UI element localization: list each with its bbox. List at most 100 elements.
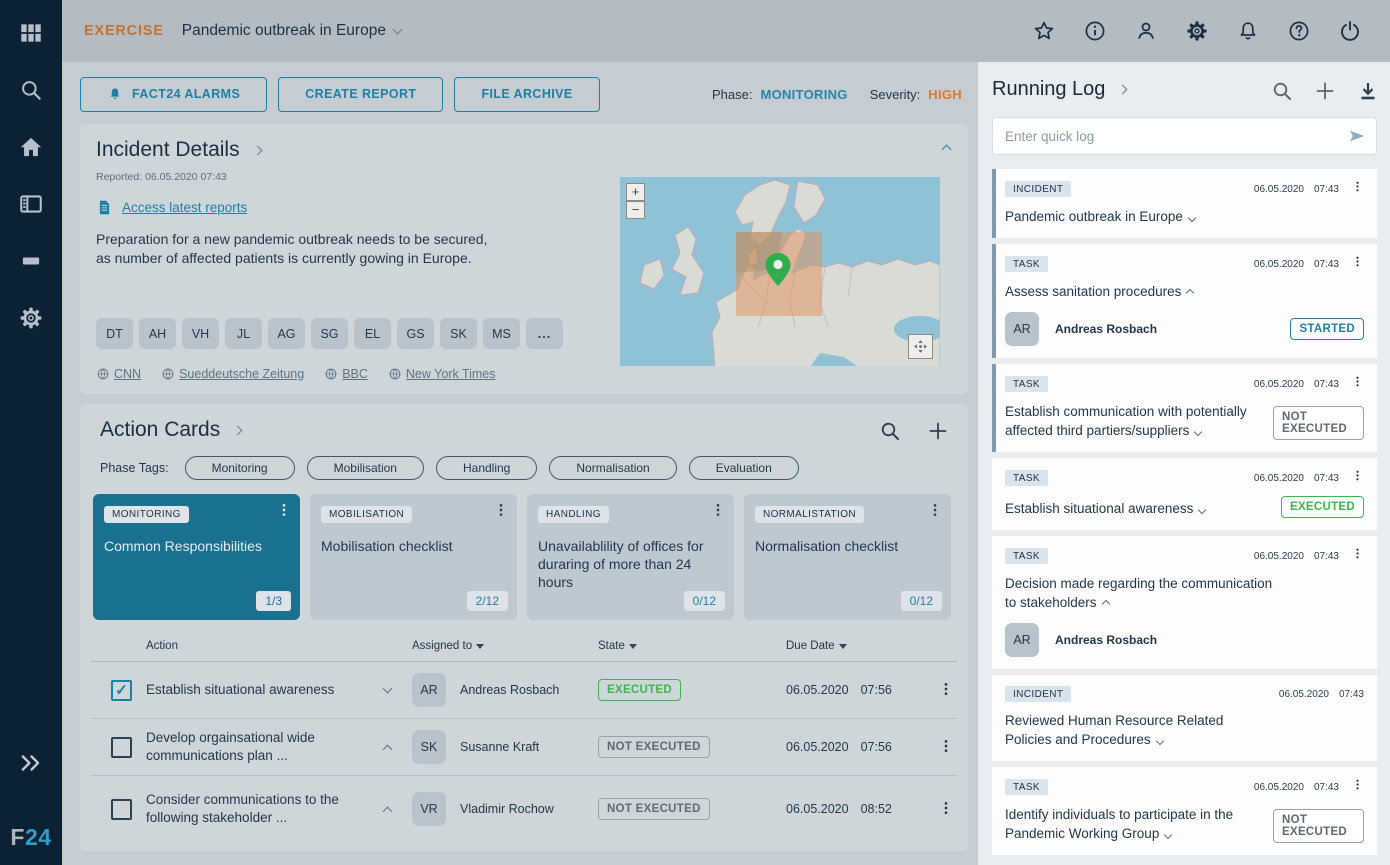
log-entry[interactable]: TASK 06.05.2020 07:43 Establish situation… <box>992 458 1377 530</box>
log-entry[interactable]: INCIDENT 06.05.2020 07:43 Reviewed Human … <box>992 675 1377 761</box>
apps-grid-icon[interactable] <box>16 18 46 48</box>
home-icon[interactable] <box>16 132 46 162</box>
news-link-cnn[interactable]: CNN <box>96 367 141 381</box>
news-link-sueddeutsche[interactable]: Sueddeutsche Zeitung <box>161 367 304 381</box>
phase-severity: Phase: MONITORING Severity: HIGH <box>712 87 968 102</box>
avatar[interactable]: VH <box>182 318 219 349</box>
kebab-menu-icon[interactable] <box>1351 469 1364 487</box>
star-icon[interactable] <box>1032 19 1056 43</box>
actions-table: Action Assigned to State Due Date ✓ Esta… <box>91 640 957 842</box>
phase-tag-normalisation[interactable]: Normalisation <box>549 456 677 480</box>
log-entry[interactable]: TASK 06.05.2020 07:43 Establish communica… <box>992 364 1377 452</box>
row-checkbox[interactable] <box>111 736 132 758</box>
zoom-out-button[interactable]: − <box>626 201 645 219</box>
avatar[interactable]: DT <box>96 318 133 349</box>
access-reports-link[interactable]: Access latest reports <box>96 199 952 216</box>
log-entry[interactable]: TASK 06.05.2020 07:43 Decision made regar… <box>992 536 1377 669</box>
action-card[interactable]: MONITORING Common Responsibilities 1/3 <box>93 494 300 620</box>
action-text: Establish situational awareness <box>146 682 335 697</box>
user-icon[interactable] <box>1134 19 1158 43</box>
dashboard-icon[interactable] <box>16 189 46 219</box>
create-report-button[interactable]: CREATE REPORT <box>278 76 444 112</box>
log-entry[interactable]: TASK 06.05.2020 07:43 Assess sanitation p… <box>992 244 1377 358</box>
more-avatars-button[interactable]: ... <box>526 318 563 349</box>
avatar[interactable]: AH <box>139 318 176 349</box>
row-checkbox[interactable] <box>111 798 132 820</box>
assignee-name: Vladimir Rochow <box>460 802 554 816</box>
phase-tag-mobilisation[interactable]: Mobilisation <box>306 456 424 480</box>
globe-icon <box>389 368 401 380</box>
due-date: 06.05.2020 07:56 <box>786 740 892 754</box>
kebab-menu-icon[interactable] <box>927 502 943 523</box>
kebab-menu-icon[interactable] <box>276 502 292 523</box>
kebab-menu-icon[interactable] <box>1351 547 1364 565</box>
phase-tag-handling[interactable]: Handling <box>435 456 538 480</box>
search-icon[interactable] <box>1270 79 1291 100</box>
col-due-date[interactable]: Due Date <box>786 640 938 652</box>
expand-sidebar-icon[interactable] <box>16 748 46 778</box>
kebab-menu-icon[interactable] <box>1351 180 1364 198</box>
collapse-row-icon[interactable] <box>382 744 393 754</box>
search-icon[interactable] <box>878 419 900 441</box>
map-pan-button[interactable] <box>908 334 933 359</box>
chevron-right-icon[interactable] <box>252 145 263 155</box>
avatar[interactable]: SK <box>440 318 477 349</box>
settings-icon[interactable] <box>1185 19 1209 43</box>
search-icon[interactable] <box>16 75 46 105</box>
bell-icon[interactable] <box>1236 19 1260 43</box>
col-assigned-to[interactable]: Assigned to <box>412 640 598 652</box>
kebab-menu-icon[interactable] <box>938 738 954 757</box>
row-checkbox[interactable]: ✓ <box>111 679 132 701</box>
avatar[interactable]: AG <box>268 318 305 349</box>
collapse-row-icon[interactable] <box>382 806 393 816</box>
avatar[interactable]: JL <box>225 318 262 349</box>
chevron-down-icon[interactable] <box>392 24 403 35</box>
card-title: Normalisation checklist <box>755 538 899 554</box>
incident-map[interactable]: + − <box>620 177 940 366</box>
phase-tag-evaluation[interactable]: Evaluation <box>688 456 799 480</box>
settings-icon[interactable] <box>16 303 46 333</box>
help-icon[interactable] <box>1287 19 1311 43</box>
fact24-alarms-button[interactable]: FACT24 ALARMS <box>80 76 268 112</box>
map-pin <box>765 253 791 286</box>
info-icon[interactable] <box>1083 19 1107 43</box>
panel-icon[interactable] <box>16 246 46 276</box>
action-card[interactable]: MOBILISATION Mobilisation checklist 2/12 <box>310 494 517 620</box>
avatar[interactable]: SG <box>311 318 348 349</box>
kebab-menu-icon[interactable] <box>710 502 726 523</box>
log-entry[interactable]: INCIDENT 06.05.2020 07:43 Pandemic outbre… <box>992 169 1377 238</box>
reported-timestamp: Reported: 06.05.2020 07:43 <box>96 171 227 183</box>
avatar[interactable]: MS <box>483 318 520 349</box>
incident-title-dropdown[interactable]: Pandemic outbreak in Europe <box>181 22 386 39</box>
phase-tag-monitoring[interactable]: Monitoring <box>184 456 295 480</box>
kebab-menu-icon[interactable] <box>938 681 954 700</box>
chevron-right-icon[interactable] <box>1117 84 1128 95</box>
news-link-nytimes[interactable]: New York Times <box>388 367 496 381</box>
kebab-menu-icon[interactable] <box>493 502 509 523</box>
quick-log-input[interactable] <box>992 117 1377 155</box>
kebab-menu-icon[interactable] <box>938 800 954 819</box>
news-link-bbc[interactable]: BBC <box>324 367 368 381</box>
col-state[interactable]: State <box>598 640 786 652</box>
download-icon[interactable] <box>1356 79 1377 100</box>
action-card[interactable]: HANDLING Unavailablility of offices for … <box>527 494 734 620</box>
add-action-icon[interactable] <box>926 419 948 441</box>
expand-row-icon[interactable] <box>382 683 393 694</box>
chevron-right-icon[interactable] <box>232 425 243 435</box>
zoom-in-button[interactable]: + <box>626 183 645 201</box>
avatar[interactable]: EL <box>354 318 391 349</box>
power-icon[interactable] <box>1338 19 1362 43</box>
avatar: AR <box>1005 623 1039 657</box>
action-card[interactable]: NORMALISTATION Normalisation checklist 0… <box>744 494 951 620</box>
kebab-menu-icon[interactable] <box>1351 375 1364 393</box>
add-log-icon[interactable] <box>1313 79 1334 100</box>
file-archive-button[interactable]: FILE ARCHIVE <box>454 76 600 112</box>
log-entry[interactable]: TASK 06.05.2020 07:43 Identify individual… <box>992 767 1377 855</box>
kebab-menu-icon[interactable] <box>1351 255 1364 273</box>
avatar[interactable]: GS <box>397 318 434 349</box>
send-icon[interactable] <box>1347 126 1367 146</box>
kebab-menu-icon[interactable] <box>1351 778 1364 796</box>
collapse-panel-icon[interactable] <box>941 140 952 158</box>
sidebar: F24 <box>0 0 62 865</box>
entry-type-badge: INCIDENT <box>1005 686 1072 702</box>
